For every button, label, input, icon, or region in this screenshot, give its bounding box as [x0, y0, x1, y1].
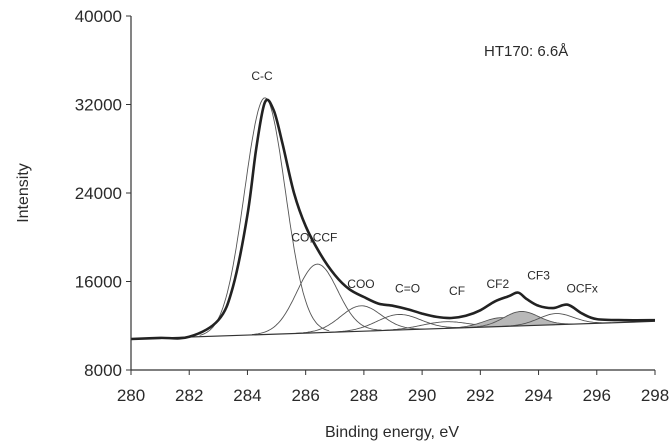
- y-tick-label: 32000: [75, 96, 122, 115]
- peak-label-cf2: CF2: [486, 277, 509, 291]
- peak-curve-co-ccf: [252, 263, 382, 335]
- x-tick-label: 284: [233, 386, 261, 405]
- peak-label-cf3: CF3: [527, 268, 550, 282]
- x-tick-label: 296: [583, 386, 611, 405]
- x-tick-label: 292: [466, 386, 494, 405]
- x-tick-label: 286: [291, 386, 319, 405]
- baseline-line: [130, 320, 656, 340]
- y-tick-label: 40000: [75, 7, 122, 26]
- sample-inset-label: HT170: 6.6Å: [484, 43, 568, 60]
- peak-curve-ocfx: [500, 313, 611, 327]
- axes: 280 282 284 286 288 290 292 294 296 298 8000 16000 2…: [75, 7, 669, 405]
- peak-labels: C-C CO,CCF COO C=O CF CF2 CF3 OCFx: [251, 69, 598, 298]
- peak-label-ocfx: OCFx: [567, 282, 598, 296]
- component-curves: [199, 97, 611, 336]
- peak-curve-c-c: [199, 97, 330, 336]
- y-tick-label: 16000: [75, 273, 122, 292]
- x-tick-label: 288: [350, 386, 378, 405]
- x-axis-label: Binding energy, eV: [325, 424, 459, 441]
- peak-curve-coo: [295, 305, 426, 334]
- peak-label-c-o: C=O: [395, 282, 420, 296]
- peak-fill-cf3: [465, 311, 577, 328]
- peak-label-cf: CF: [449, 284, 465, 298]
- peak-curve-c-o: [329, 314, 469, 333]
- x-tick-label: 282: [175, 386, 203, 405]
- peak-label-c-c: C-C: [251, 69, 273, 83]
- peak-label-co-ccf: CO,CCF: [291, 231, 337, 245]
- peak-label-coo: COO: [347, 277, 374, 291]
- x-tick-label: 294: [524, 386, 552, 405]
- envelope-curve: [130, 98, 656, 341]
- x-tick-label: 280: [117, 386, 145, 405]
- y-axis-label: Intensity: [15, 163, 32, 223]
- peak-curve-cf3: [465, 311, 576, 329]
- x-tick-label: 290: [408, 386, 436, 405]
- y-tick-label: 24000: [75, 184, 122, 203]
- y-tick-label: 8000: [84, 361, 122, 380]
- x-tick-label: 298: [641, 386, 669, 405]
